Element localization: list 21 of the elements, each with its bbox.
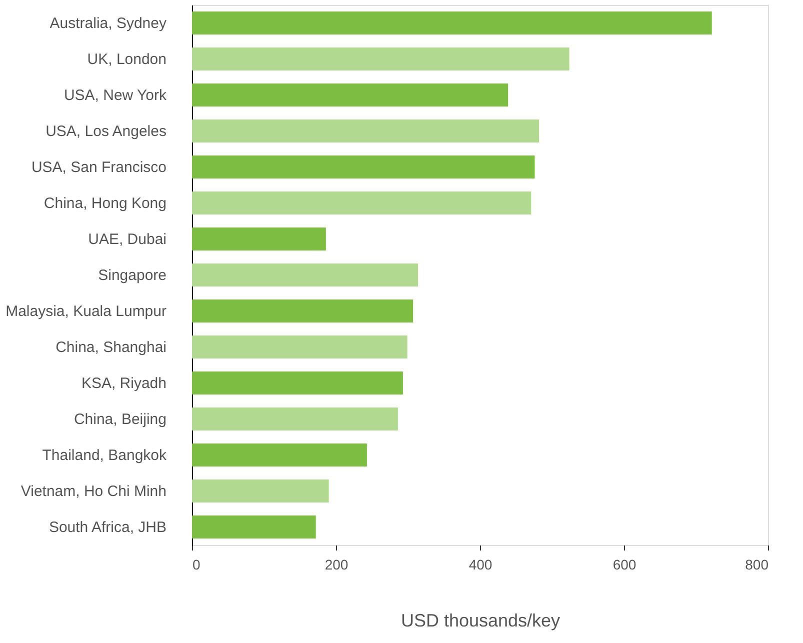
y-tick-label: KSA, Riyadh	[81, 375, 166, 392]
x-axis-title: USD thousands/key	[400, 610, 560, 630]
y-tick-label: USA, Los Angeles	[46, 123, 166, 140]
x-tick-label: 200	[324, 556, 348, 572]
y-tick-label: Malaysia, Kuala Lumpur	[6, 303, 166, 320]
x-tick-label: 800	[745, 556, 769, 572]
y-tick-label: South Africa, JHB	[48, 519, 166, 536]
y-tick-label: China, Hong Kong	[44, 195, 166, 212]
y-tick-label: Singapore	[98, 267, 166, 284]
x-tick-label: 600	[612, 556, 636, 572]
y-tick-label: Australia, Sydney	[50, 15, 167, 32]
y-tick-label: Thailand, Bangkok	[42, 447, 167, 464]
y-tick-label: China, Beijing	[74, 411, 166, 428]
x-tick-label: 400	[468, 556, 492, 572]
y-tick-label: Vietnam, Ho Chi Minh	[20, 483, 166, 500]
y-tick-label: USA, San Francisco	[31, 159, 166, 176]
x-tick-label: 0	[192, 556, 200, 572]
y-tick-label: UK, London	[87, 51, 166, 68]
y-tick-label: UAE, Dubai	[88, 231, 166, 248]
y-tick-label: USA, New York	[64, 87, 167, 104]
y-tick-label: China, Shanghai	[56, 339, 166, 356]
